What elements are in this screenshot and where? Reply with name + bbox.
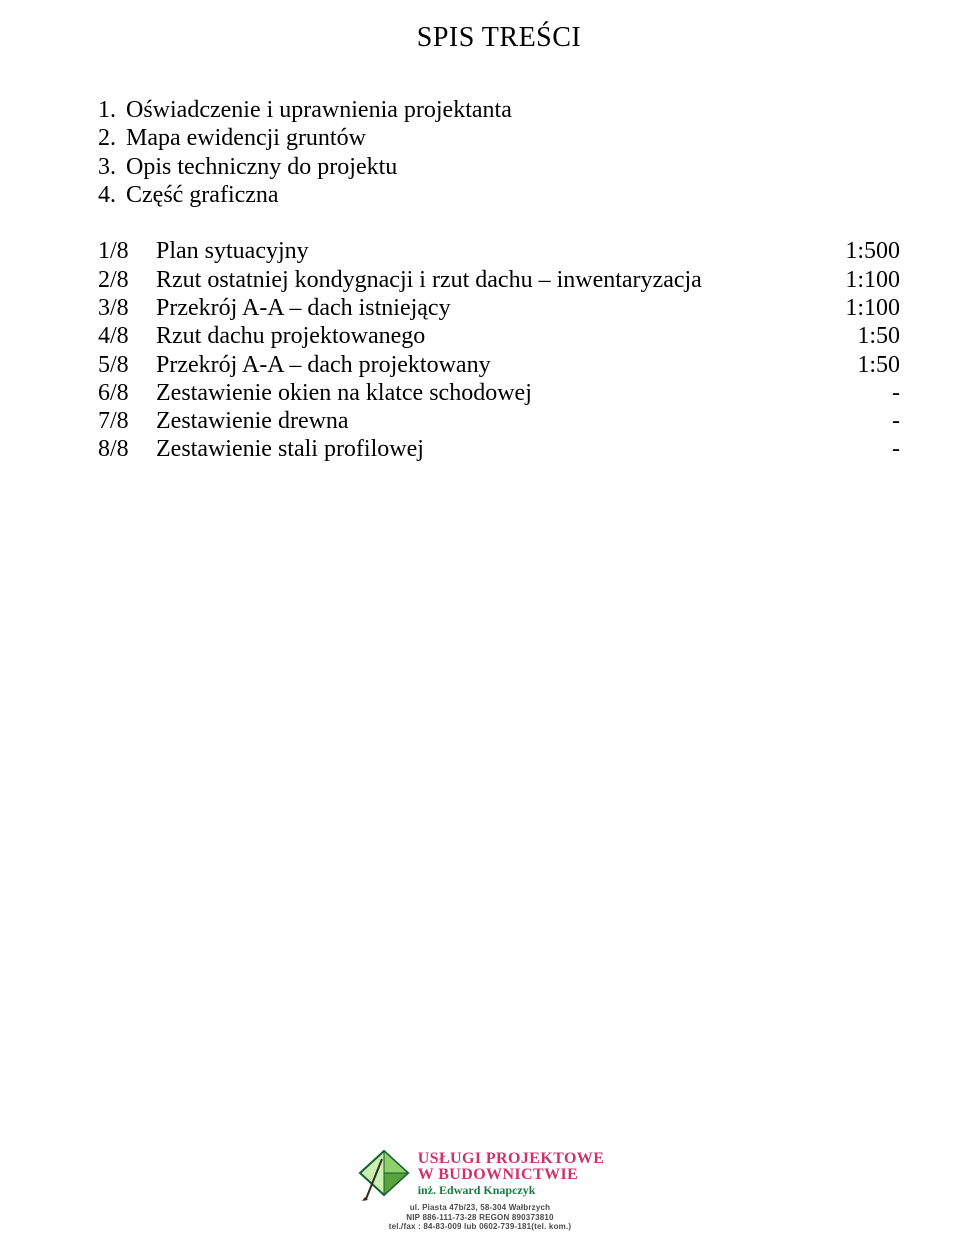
section-list: 1. Oświadczenie i uprawnienia projektant… [98,96,900,209]
drawing-scale: 1:50 [840,322,900,350]
addr-line: tel./fax : 84-83-009 lub 0602-739-181(te… [389,1222,572,1231]
list-item: 1/8 Plan sytuacyjny 1:500 [98,237,900,265]
drawing-scale: 1:100 [840,266,900,294]
logo-row: USŁUGI PROJEKTOWE W BUDOWNICTWIE inż. Ed… [356,1145,605,1201]
drawing-number: 8/8 [98,435,156,463]
drawing-scale: - [840,407,900,435]
item-number: 1. [98,96,116,124]
item-label: Oświadczenie i uprawnienia projektanta [126,96,512,124]
item-number: 3. [98,153,116,181]
addr-line: ul. Piasta 47b/23, 58-304 Wałbrzych [389,1203,572,1212]
logo-line1: USŁUGI PROJEKTOWE [418,1151,605,1167]
diamond-icon [356,1145,412,1201]
drawing-label: Plan sytuacyjny [156,237,840,265]
list-item: 2. Mapa ewidencji gruntów [98,124,900,152]
list-item: 7/8 Zestawienie drewna - [98,407,900,435]
list-item: 2/8 Rzut ostatniej kondygnacji i rzut da… [98,266,900,294]
drawing-label: Zestawienie drewna [156,407,840,435]
logo-address: ul. Piasta 47b/23, 58-304 Wałbrzych NIP … [389,1203,572,1231]
list-item: 6/8 Zestawienie okien na klatce schodowe… [98,379,900,407]
item-label: Mapa ewidencji gruntów [126,124,366,152]
addr-line: NIP 886-111-73-28 REGON 890373810 [389,1213,572,1222]
drawing-number: 2/8 [98,266,156,294]
drawing-number: 3/8 [98,294,156,322]
drawing-label: Przekrój A-A – dach istniejący [156,294,840,322]
drawings-list: 1/8 Plan sytuacyjny 1:500 2/8 Rzut ostat… [98,237,900,464]
drawing-number: 1/8 [98,237,156,265]
drawing-scale: 1:100 [840,294,900,322]
drawing-number: 5/8 [98,351,156,379]
page: SPIS TREŚCI 1. Oświadczenie i uprawnieni… [0,0,960,1247]
logo-line3: inż. Edward Knapczyk [418,1184,605,1196]
list-item: 4. Część graficzna [98,181,900,209]
drawing-label: Zestawienie stali profilowej [156,435,840,463]
drawing-number: 4/8 [98,322,156,350]
drawing-scale: - [840,379,900,407]
drawing-scale: - [840,435,900,463]
logo-text: USŁUGI PROJEKTOWE W BUDOWNICTWIE inż. Ed… [418,1151,605,1197]
list-item: 3. Opis techniczny do projektu [98,153,900,181]
footer: USŁUGI PROJEKTOWE W BUDOWNICTWIE inż. Ed… [0,1145,960,1231]
item-label: Opis techniczny do projektu [126,153,397,181]
list-item: 3/8 Przekrój A-A – dach istniejący 1:100 [98,294,900,322]
drawing-label: Przekrój A-A – dach projektowany [156,351,840,379]
drawing-scale: 1:50 [840,351,900,379]
drawing-label: Zestawienie okien na klatce schodowej [156,379,840,407]
list-item: 5/8 Przekrój A-A – dach projektowany 1:5… [98,351,900,379]
list-item: 1. Oświadczenie i uprawnienia projektant… [98,96,900,124]
logo-block: USŁUGI PROJEKTOWE W BUDOWNICTWIE inż. Ed… [356,1145,605,1231]
drawing-label: Rzut dachu projektowanego [156,322,840,350]
logo-line2: W BUDOWNICTWIE [418,1167,605,1183]
list-item: 8/8 Zestawienie stali profilowej - [98,435,900,463]
page-title: SPIS TREŚCI [98,22,900,54]
item-number: 4. [98,181,116,209]
item-number: 2. [98,124,116,152]
drawing-scale: 1:500 [840,237,900,265]
drawing-number: 6/8 [98,379,156,407]
item-label: Część graficzna [126,181,279,209]
drawing-number: 7/8 [98,407,156,435]
drawing-label: Rzut ostatniej kondygnacji i rzut dachu … [156,266,840,294]
list-item: 4/8 Rzut dachu projektowanego 1:50 [98,322,900,350]
